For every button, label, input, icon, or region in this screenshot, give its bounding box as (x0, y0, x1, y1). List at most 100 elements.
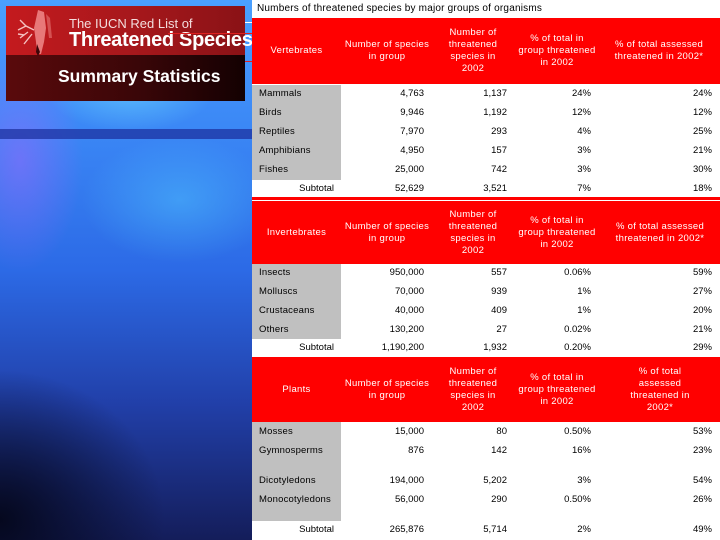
cell-threatened: 1,192 (483, 107, 507, 118)
table-row: Gymnosperms 876 142 16% 23% (252, 442, 720, 461)
subtotal-row: Subtotal 1,190,200 1,932 0.20% 29% (252, 339, 720, 358)
cell-threatened: 293 (491, 126, 507, 137)
table-row: Reptiles 7,970 293 4% 25% (252, 123, 720, 142)
cell-pct-group: 0.06% (564, 267, 591, 278)
col-header-pct-group: % of total in group threatened in 2002 (518, 214, 596, 250)
row-label: Dicotyledons (259, 475, 316, 486)
cell-pct-group: 1% (577, 305, 591, 316)
cell-pct-assessed: 53% (692, 426, 712, 437)
cell-pct-group: 4% (577, 126, 591, 137)
table-row: Molluscs 70,000 939 1% 27% (252, 283, 720, 302)
row-label: Others (259, 324, 289, 335)
cell-pct-assessed: 54% (692, 475, 712, 486)
logo-subtitle: The IUCN Red List of (69, 16, 193, 31)
cell-species: 950,000 (389, 267, 424, 278)
table-row: Insects 950,000 557 0.06% 59% (252, 264, 720, 283)
group-name: Plants (282, 383, 311, 395)
row-label: Monocotyledons (259, 494, 331, 505)
cell-species: 70,000 (394, 286, 424, 297)
table-row: Others 130,200 27 0.02% 21% (252, 321, 720, 340)
cell-pct-assessed: 21% (692, 145, 712, 156)
table-row: Dicotyledons 194,000 5,202 3% 54% (252, 472, 720, 491)
cell-pct-group: 3% (577, 164, 591, 175)
cell-pct-group: 16% (571, 445, 591, 456)
row-label: Mammals (259, 88, 302, 99)
cell-pct-group: 0.02% (564, 324, 591, 335)
cell-species: 9,946 (400, 107, 424, 118)
cell-pct-assessed: 12% (692, 107, 712, 118)
cell-pct-assessed: 21% (692, 324, 712, 335)
col-header-threatened: Number of threatened species in 2002 (448, 208, 498, 256)
subtotal-label: Subtotal (299, 524, 334, 535)
cell-pct-group: 3% (577, 475, 591, 486)
col-header-pct-assessed: % of total assessed threatened in 2002* (630, 365, 690, 413)
cell-threatened: 27 (496, 324, 507, 335)
label-column-bg (252, 85, 341, 180)
cell-species: 194,000 (389, 475, 424, 486)
subtotal-row: Subtotal 52,629 3,521 7% 18% (252, 180, 720, 199)
cell-pct-assessed: 27% (692, 286, 712, 297)
cell-species: 265,876 (389, 524, 424, 535)
cell-threatened: 290 (491, 494, 507, 505)
cell-pct-assessed: 26% (692, 494, 712, 505)
table-title: Numbers of threatened species by major g… (257, 3, 543, 14)
cell-threatened: 142 (491, 445, 507, 456)
cell-threatened: 5,202 (483, 475, 507, 486)
table-row: Crustaceans 40,000 409 1% 20% (252, 302, 720, 321)
logo-title-text: Threatened Species (69, 29, 253, 51)
cell-species: 4,950 (400, 145, 424, 156)
cell-species: 4,763 (400, 88, 424, 99)
cell-threatened: 1,137 (483, 88, 507, 99)
cell-species: 56,000 (394, 494, 424, 505)
cell-species: 25,000 (394, 164, 424, 175)
cell-pct-assessed: 49% (692, 524, 712, 535)
col-header-pct-assessed: % of total assessed threatened in 2002* (615, 220, 705, 244)
cell-pct-group: 24% (571, 88, 591, 99)
statistics-table: Numbers of threatened species by major g… (252, 0, 720, 540)
cell-threatened: 3,521 (483, 183, 507, 194)
col-header-species: Number of species in group (344, 39, 430, 62)
cell-pct-assessed: 24% (692, 88, 712, 99)
row-label: Amphibians (259, 145, 311, 156)
row-label: Crustaceans (259, 305, 315, 316)
cell-species: 15,000 (394, 426, 424, 437)
decorative-line (168, 33, 252, 34)
cell-pct-group: 0.20% (564, 342, 591, 353)
table-row: Fishes 25,000 742 3% 30% (252, 161, 720, 180)
species-figure-icon (17, 10, 52, 56)
cell-pct-group: 7% (577, 183, 591, 194)
cell-species: 40,000 (394, 305, 424, 316)
table-row: Amphibians 4,950 157 3% 21% (252, 142, 720, 161)
section-header-vertebrates: Vertebrates Number of species in group N… (252, 18, 720, 84)
subtotal-row: Subtotal 265,876 5,714 2% 49% (252, 521, 720, 540)
row-label: Birds (259, 107, 282, 118)
section-header-invertebrates: Invertebrates Number of species in group… (252, 201, 720, 264)
col-header-species: Number of species in group (344, 377, 430, 401)
cell-pct-assessed: 29% (692, 342, 712, 353)
section-divider (252, 197, 720, 200)
logo-bottom-band (6, 55, 245, 101)
cell-threatened: 409 (491, 305, 507, 316)
cell-pct-assessed: 18% (692, 183, 712, 194)
label-column-bg (252, 422, 341, 521)
row-label: Molluscs (259, 286, 298, 297)
row-label: Gymnosperms (259, 445, 323, 456)
cell-threatened: 557 (491, 267, 507, 278)
table-row: Mammals 4,763 1,137 24% 24% (252, 85, 720, 104)
subtotal-label: Subtotal (299, 183, 334, 194)
cell-threatened: 157 (491, 145, 507, 156)
cell-pct-assessed: 25% (692, 126, 712, 137)
cell-pct-group: 3% (577, 145, 591, 156)
label-column-bg (252, 264, 341, 339)
iucn-logo-banner: The IUCN Red List of Threatened SpeciesT… (6, 6, 262, 101)
background-band (0, 129, 252, 139)
subtotal-label: Subtotal (299, 342, 334, 353)
table-row: Birds 9,946 1,192 12% 12% (252, 104, 720, 123)
table-row: Mosses 15,000 80 0.50% 53% (252, 423, 720, 442)
cell-pct-assessed: 23% (692, 445, 712, 456)
cell-pct-group: 0.50% (564, 494, 591, 505)
cell-threatened: 939 (491, 286, 507, 297)
col-header-threatened: Number of threatened species in 2002 (448, 27, 498, 74)
cell-pct-assessed: 30% (692, 164, 712, 175)
decorative-line (245, 61, 252, 62)
